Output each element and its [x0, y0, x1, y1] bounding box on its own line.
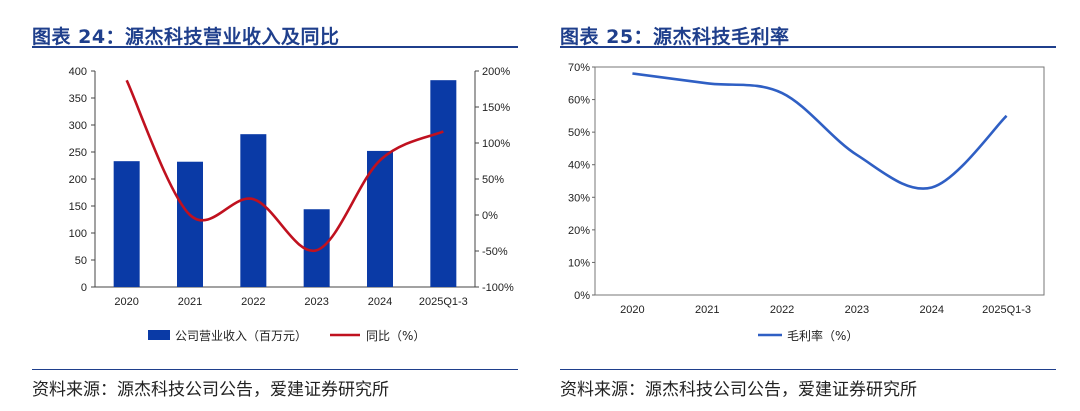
- y-tick-label: 70%: [568, 62, 590, 74]
- y-left-tick-label: 50: [75, 255, 87, 267]
- gross-margin-chart: 0% 10% 20% 30% 40% 50% 60% 70% 2020 2021 2022 2023 2…: [568, 62, 1045, 343]
- source-note: 资料来源：源杰科技公司公告，爱建证券研究所: [560, 380, 917, 400]
- x-tick-label: 2025Q1-3: [982, 304, 1031, 316]
- y-left-tick-label: 100: [69, 228, 87, 240]
- y-tick-label: 50%: [568, 127, 590, 139]
- revenue-yoy-chart: 0 50 100 150 200 250 300 350 400 -100% -50% 0% 50% 10…: [69, 66, 514, 343]
- y-right-tick-label: -50%: [482, 246, 508, 258]
- x-tick-label: 2024: [368, 296, 392, 308]
- y-tick-label: 40%: [568, 160, 590, 172]
- gross-margin-line: [632, 72, 1008, 190]
- y-tick-label: 30%: [568, 192, 590, 204]
- revenue-bar: [303, 209, 330, 287]
- y-left-tick-label: 300: [69, 120, 87, 132]
- margin-chart-panel: 图表 25：源杰科技毛利率 0% 10% 20% 30% 40% 50% 60% 70% 202…: [560, 0, 1080, 411]
- y-tick-label: 20%: [568, 225, 590, 237]
- revenue-bar: [240, 134, 267, 287]
- title-rule: [32, 46, 518, 48]
- y-left-tick-label: 250: [69, 147, 87, 159]
- legend-yoy-label: 同比（%）: [366, 329, 425, 343]
- x-tick-label: 2023: [845, 304, 869, 316]
- y-left-tick-label: 0: [81, 282, 87, 294]
- legend-margin-label: 毛利率（%）: [787, 328, 858, 343]
- y-right-tick-label: 50%: [482, 174, 504, 186]
- y-left-tick-label: 200: [69, 174, 87, 186]
- revenue-bar: [113, 161, 140, 287]
- x-tick-label: 2021: [695, 304, 719, 316]
- plot-frame: [594, 66, 1045, 296]
- source-rule: [32, 369, 518, 370]
- y-left-tick-label: 400: [69, 66, 87, 78]
- revenue-bar: [367, 150, 393, 287]
- revenue-chart-panel: 图表 24：源杰科技营业收入及同比 0 50 100 150 200 250 300 350 4…: [0, 0, 520, 411]
- x-tick-label: 2020: [114, 296, 138, 308]
- y-left-tick-label: 150: [69, 201, 87, 213]
- legend-revenue-label: 公司营业收入（百万元）: [175, 329, 307, 343]
- y-right-tick-label: 100%: [482, 138, 510, 150]
- source-note: 资料来源：源杰科技公司公告，爱建证券研究所: [32, 380, 389, 400]
- y-tick-label: 10%: [568, 257, 590, 269]
- title-rule: [560, 46, 1056, 48]
- y-right-tick-label: 150%: [482, 102, 510, 114]
- revenue-bar: [177, 161, 203, 287]
- y-right-tick-label: 200%: [482, 66, 510, 78]
- y-left-tick-label: 350: [69, 93, 87, 105]
- x-tick-label: 2024: [920, 304, 944, 316]
- yoy-line: [125, 79, 444, 252]
- legend-revenue-swatch: [148, 330, 170, 340]
- x-tick-label: 2023: [304, 296, 328, 308]
- x-tick-label: 2021: [178, 296, 202, 308]
- chart-title: 图表 25：源杰科技毛利率: [560, 26, 790, 48]
- y-right-tick-label: -100%: [482, 282, 514, 294]
- x-tick-label: 2025Q1-3: [419, 296, 468, 308]
- x-tick-label: 2022: [770, 304, 794, 316]
- y-right-tick-label: 0%: [482, 210, 498, 222]
- chart-title: 图表 24：源杰科技营业收入及同比: [32, 26, 340, 48]
- revenue-bar: [430, 80, 457, 288]
- source-rule: [560, 369, 1056, 370]
- y-tick-label: 60%: [568, 95, 590, 107]
- x-tick-label: 2020: [620, 304, 644, 316]
- y-tick-label: 0%: [574, 290, 590, 302]
- x-tick-label: 2022: [241, 296, 265, 308]
